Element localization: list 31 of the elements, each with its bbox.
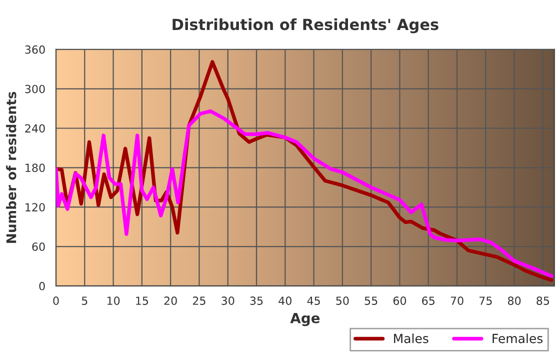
y-tick-label: 120 [26, 203, 45, 212]
x-tick-label: 10 [107, 296, 120, 305]
x-tick-label: 65 [422, 296, 434, 305]
x-tick-label: 60 [393, 296, 406, 305]
x-tick-label: 25 [192, 296, 206, 305]
x-tick-label: 45 [307, 296, 320, 305]
legend-label: Males [394, 334, 428, 344]
y-tick-label: 360 [25, 45, 45, 54]
line-series [56, 109, 554, 278]
x-tick-label: 55 [364, 296, 378, 305]
x-tick-label: 0 [53, 296, 59, 305]
y-tick-label: 240 [25, 124, 45, 133]
legend-label: Females [492, 334, 543, 344]
x-tick-label: 50 [336, 296, 349, 305]
x-tick-label: 35 [250, 296, 263, 305]
x-tick-label: 80 [508, 296, 521, 305]
x-axis-title: Age [290, 312, 320, 326]
y-axis-title: Number of residents [6, 92, 16, 243]
y-tick-label: 300 [25, 84, 45, 94]
y-tick-label: 60 [32, 242, 45, 251]
x-tick-label: 20 [164, 296, 177, 305]
y-tick-label: 0 [39, 282, 45, 290]
x-tick-label: 15 [136, 296, 148, 305]
x-tick-label: 5 [82, 296, 88, 305]
x-tick-label: 70 [450, 296, 464, 305]
chart-title: Distribution of Residents' Ages [172, 18, 438, 34]
x-tick-label: 85 [536, 296, 550, 305]
x-tick-label: 30 [222, 296, 234, 305]
y-tick-label: 180 [26, 164, 45, 172]
x-tick-label: 75 [479, 296, 492, 305]
x-tick-label: 40 [278, 296, 292, 305]
